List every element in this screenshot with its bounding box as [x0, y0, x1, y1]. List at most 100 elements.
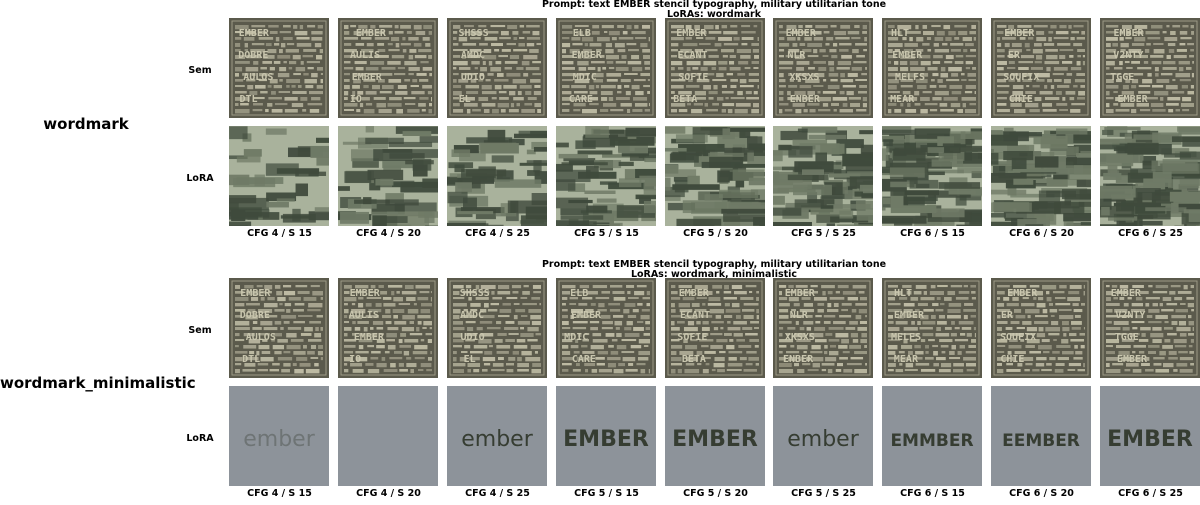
- column-caption: CFG 5 / S 25: [791, 228, 856, 239]
- lora-image: [338, 126, 438, 226]
- sem-image: EMBER V2NTY TGGE EMBER: [1100, 278, 1200, 378]
- svg-text:CHIE: CHIE: [1009, 94, 1033, 105]
- loras-text: LoRAs: wordmark: [666, 9, 762, 20]
- svg-text:NLR: NLR: [787, 50, 806, 61]
- svg-text:SOFIE: SOFIE: [678, 72, 708, 83]
- lora-image: EEMBER: [991, 386, 1091, 486]
- sem-image: EMBER ECANT SOFIE BETA: [665, 18, 765, 118]
- svg-text:ember: ember: [787, 427, 859, 452]
- lora-image: ember: [229, 386, 329, 486]
- sem-image: SHSSS AMDC UDIO EL: [447, 278, 547, 378]
- column-caption: CFG 4 / S 15: [247, 228, 312, 239]
- svg-text:XKSXS: XKSXS: [789, 72, 819, 83]
- row-label-lora: LoRA: [186, 433, 214, 444]
- svg-text:DOBRE: DOBRE: [240, 310, 270, 321]
- sem-image: EMBER NLR XKSXS ENBER: [773, 278, 873, 378]
- svg-text:DOBRE: DOBRE: [238, 50, 268, 61]
- svg-text:DTL: DTL: [242, 354, 260, 365]
- column-caption: CFG 4 / S 15: [247, 488, 312, 499]
- svg-text:EMBER: EMBER: [785, 288, 816, 299]
- column-caption: CFG 6 / S 15: [900, 488, 965, 499]
- svg-text:MELFS: MELFS: [891, 332, 921, 343]
- sem-image: EMBER AULIS EMBER IO: [338, 18, 438, 118]
- column-caption: CFG 6 / S 20: [1009, 488, 1074, 499]
- svg-text:AMDC: AMDC: [460, 310, 484, 321]
- lora-image: [556, 126, 656, 226]
- row-label-lora: LoRA: [186, 173, 214, 184]
- svg-text:ECANT: ECANT: [680, 310, 710, 321]
- svg-text:ELB: ELB: [570, 288, 588, 299]
- svg-text:V2NTY: V2NTY: [1113, 50, 1143, 61]
- sem-image: HLT EMBER MELFS MEAR: [882, 18, 982, 118]
- column-caption: CFG 6 / S 25: [1118, 228, 1183, 239]
- section-wordmark: Prompt: text EMBER stencil typography, m…: [0, 0, 1200, 240]
- svg-text:HLT: HLT: [894, 288, 912, 299]
- svg-text:EMBER: EMBER: [1004, 28, 1035, 39]
- sem-image: HLT EMBER MELFS MEAR: [882, 278, 982, 378]
- svg-text:V2NTY: V2NTY: [1115, 310, 1145, 321]
- svg-text:EMBER: EMBER: [1111, 288, 1142, 299]
- lora-image: ember: [773, 386, 873, 486]
- sem-image: EMBER ECANT SOFIE BETA: [665, 278, 765, 378]
- svg-text:TGGE: TGGE: [1110, 72, 1134, 83]
- column-caption: CFG 5 / S 25: [791, 488, 856, 499]
- svg-text:EMBER: EMBER: [239, 28, 270, 39]
- svg-text:SOUFIX: SOUFIX: [1000, 332, 1036, 343]
- svg-text:EMBER: EMBER: [1113, 28, 1144, 39]
- svg-text:ENBER: ENBER: [783, 354, 814, 365]
- svg-text:EMBER: EMBER: [563, 427, 649, 452]
- svg-text:EMBER: EMBER: [352, 72, 383, 83]
- section-wordmark-minimalistic: Prompt: text EMBER stencil typography, m…: [0, 260, 1200, 500]
- prompt-text: Prompt: text EMBER stencil typography, m…: [541, 0, 887, 10]
- sem-image: ELB EMBER MDIC CARE: [556, 278, 656, 378]
- svg-text:EMBER: EMBER: [679, 288, 710, 299]
- sem-image: EMBER ER SOUFIX CHIE: [991, 278, 1091, 378]
- prompt-text: Prompt: text EMBER stencil typography, m…: [541, 259, 887, 270]
- svg-text:AULIS: AULIS: [350, 50, 380, 61]
- column-caption: CFG 6 / S 25: [1118, 488, 1183, 499]
- lora-image: [773, 126, 873, 226]
- sem-image: ELB EMBER MDIC CARE: [556, 18, 656, 118]
- svg-text:MDIC: MDIC: [564, 332, 588, 343]
- svg-text:EMBER: EMBER: [356, 28, 387, 39]
- svg-text:EMBER: EMBER: [786, 28, 817, 39]
- lora-image: [447, 126, 547, 226]
- svg-text:SHSSS: SHSSS: [459, 28, 489, 39]
- loras-text: LoRAs: wordmark, minimalistic: [630, 269, 798, 280]
- svg-text:EL: EL: [459, 94, 471, 105]
- svg-text:BETA: BETA: [682, 354, 706, 365]
- lora-image: [338, 386, 438, 486]
- svg-text:HLT: HLT: [891, 28, 909, 39]
- svg-text:EMBER: EMBER: [571, 310, 602, 321]
- sem-image: EMBER DOBRE AULOS DTL: [229, 18, 329, 118]
- lora-image: [882, 126, 982, 226]
- svg-text:BETA: BETA: [673, 94, 697, 105]
- svg-text:CARE: CARE: [569, 94, 593, 105]
- group-label: wordmark: [43, 115, 129, 133]
- svg-text:EEMBER: EEMBER: [1002, 431, 1080, 451]
- svg-text:MELFS: MELFS: [895, 72, 925, 83]
- svg-text:CHIE: CHIE: [1000, 354, 1024, 365]
- column-caption: CFG 5 / S 20: [683, 228, 748, 239]
- svg-text:EMMBER: EMMBER: [890, 431, 973, 451]
- row-label-sem: Sem: [188, 65, 212, 76]
- lora-image: EMBER: [665, 386, 765, 486]
- sem-image: EMBER NLR XKSXS ENBER: [773, 18, 873, 118]
- svg-text:SOFIE: SOFIE: [677, 332, 707, 343]
- svg-text:TGGE: TGGE: [1115, 332, 1139, 343]
- svg-text:ECANT: ECANT: [677, 50, 707, 61]
- row-label-sem: Sem: [188, 325, 212, 336]
- lora-image: EMBER: [1100, 386, 1200, 486]
- svg-text:EMBER: EMBER: [894, 310, 925, 321]
- svg-text:EMBER: EMBER: [240, 288, 271, 299]
- svg-text:AULOS: AULOS: [243, 72, 273, 83]
- lora-image: EMBER: [556, 386, 656, 486]
- column-caption: CFG 6 / S 15: [900, 228, 965, 239]
- column-caption: CFG 4 / S 20: [356, 488, 421, 499]
- column-caption: CFG 5 / S 15: [574, 228, 639, 239]
- svg-text:ember: ember: [243, 427, 315, 452]
- lora-image: EMMBER: [882, 386, 982, 486]
- svg-text:ember: ember: [461, 427, 533, 452]
- svg-text:EMBER: EMBER: [572, 50, 603, 61]
- lora-image: [229, 126, 329, 226]
